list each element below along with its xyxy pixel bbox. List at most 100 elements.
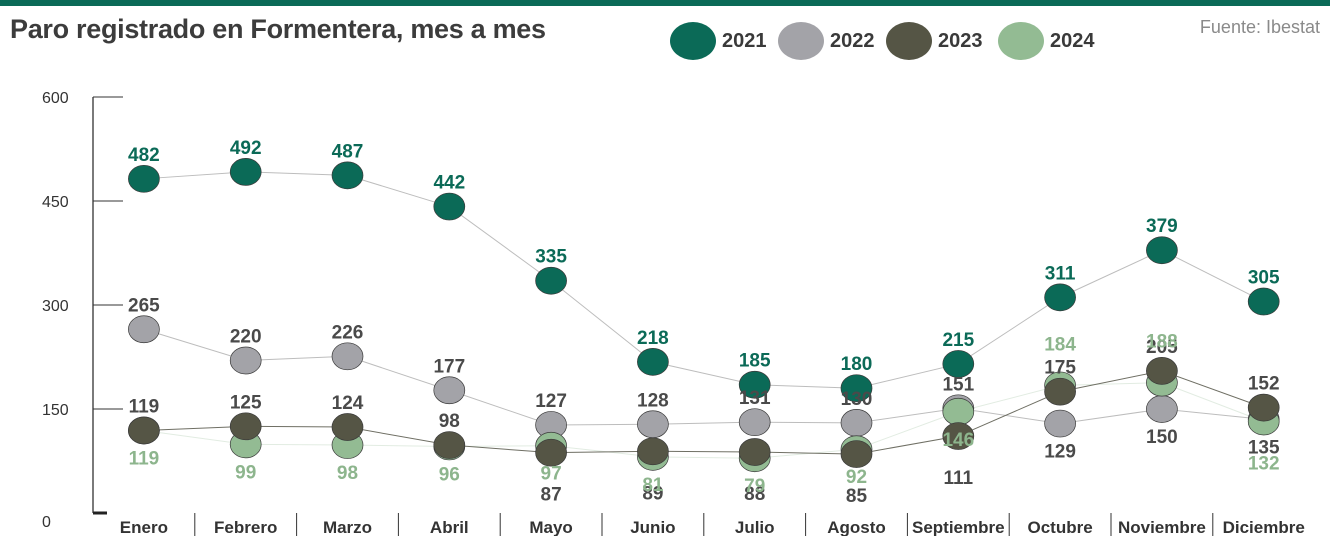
data-label-2022: 129 [1044, 442, 1076, 463]
data-point-2021 [1247, 287, 1280, 316]
data-label-2022: 135 [1248, 437, 1280, 458]
data-label-2024: 119 [129, 448, 160, 469]
data-label-2021: 487 [332, 141, 364, 162]
data-label-2023: 125 [230, 392, 262, 413]
data-point-2021 [738, 370, 771, 399]
data-label-2024: 92 [846, 467, 867, 488]
series-line-2021 [143, 171, 1264, 389]
y-tick-label: 600 [42, 90, 69, 107]
data-label-2021: 311 [1045, 263, 1076, 284]
data-label-2023: 205 [1146, 337, 1178, 358]
data-label-2024: 96 [439, 464, 460, 485]
x-tick-label: Septiembre [912, 518, 1005, 536]
data-label-2023: 87 [541, 485, 562, 506]
data-point-2023 [840, 440, 873, 468]
data-point-2023 [942, 422, 975, 450]
data-label-2022: 151 [942, 374, 974, 395]
data-label-2023: 152 [1248, 374, 1280, 395]
data-label-2024: 98 [337, 463, 358, 484]
data-point-2021 [840, 374, 873, 403]
data-point-2023 [1146, 357, 1178, 385]
data-point-2024 [942, 397, 975, 426]
x-tick-label: Junio [630, 518, 675, 536]
data-point-2023 [738, 438, 771, 466]
data-label-2021: 482 [128, 145, 160, 166]
data-label-2021: 215 [942, 330, 974, 351]
top-accent-bar [0, 0, 1330, 6]
data-label-2021: 185 [739, 351, 771, 372]
data-point-2022 [433, 376, 466, 405]
data-label-2024: 97 [541, 464, 562, 485]
chart-title: Paro registrado en Formentera, mes a mes [10, 14, 546, 44]
x-tick-label: Diciembre [1223, 518, 1305, 536]
data-point-2021 [331, 161, 364, 190]
data-point-2022 [1044, 409, 1076, 438]
data-label-2024: 79 [744, 476, 765, 497]
x-tick-label: Marzo [323, 518, 372, 536]
legend-swatch-2022 [778, 22, 824, 60]
data-label-2022: 265 [128, 295, 160, 316]
data-label-2021: 335 [535, 247, 567, 268]
data-point-2021 [535, 266, 567, 295]
data-point-2023 [433, 431, 466, 459]
data-point-2023 [128, 416, 160, 445]
data-point-2023 [535, 438, 567, 467]
data-label-2024: 132 [1248, 453, 1280, 474]
data-label-2024: 81 [642, 475, 664, 496]
data-label-2021: 442 [433, 173, 465, 194]
legend-swatch-2023 [886, 22, 932, 60]
x-tick-label: Agosto [827, 518, 886, 536]
data-label-2022: 130 [841, 389, 873, 410]
data-label-2023: 98 [439, 411, 460, 432]
y-tick-label: 450 [42, 194, 69, 211]
data-point-2021 [1146, 236, 1178, 265]
legend-swatch-2021 [670, 22, 716, 60]
data-label-2024: 99 [235, 462, 256, 483]
data-point-2022 [738, 408, 771, 437]
series-line-2023 [143, 370, 1264, 455]
data-label-2024: 146 [942, 430, 974, 451]
data-point-2023 [331, 413, 364, 441]
x-tick-label: Mayo [529, 518, 572, 536]
data-label-2023: 88 [744, 484, 765, 505]
data-label-2023: 89 [642, 483, 663, 504]
data-point-2021 [1044, 283, 1076, 312]
x-tick-label: Octubre [1028, 518, 1093, 536]
data-point-2023 [637, 437, 669, 466]
data-label-2021: 218 [637, 328, 669, 349]
data-label-2022: 177 [433, 356, 465, 377]
data-point-2023 [1247, 393, 1280, 422]
data-label-2022: 226 [332, 322, 364, 343]
data-label-2022: 131 [739, 388, 771, 409]
data-label-2023: 85 [846, 486, 868, 507]
data-label-2021: 379 [1146, 216, 1178, 237]
legend-swatch-2024 [998, 22, 1044, 60]
data-point-2022 [229, 346, 262, 375]
x-tick-label: Enero [120, 518, 168, 536]
data-label-2022: 150 [1146, 427, 1178, 448]
data-point-2022 [331, 342, 364, 371]
legend-label-2023: 2023 [938, 30, 983, 52]
data-label-2023: 175 [1044, 358, 1076, 379]
data-point-2023 [229, 412, 262, 441]
series-line-2024 [143, 382, 1264, 459]
data-point-2022 [128, 315, 160, 344]
x-tick-label: Febrero [214, 518, 277, 536]
data-point-2022 [840, 409, 873, 437]
data-label-2024: 184 [1044, 334, 1076, 355]
y-tick-label: 0 [42, 514, 51, 531]
data-label-2021: 305 [1248, 268, 1280, 289]
legend-label-2021: 2021 [722, 30, 767, 52]
data-point-2022 [637, 410, 669, 439]
data-label-2022: 128 [637, 390, 669, 411]
series-line-2022 [143, 328, 1264, 426]
data-label-2023: 124 [332, 393, 364, 414]
data-point-2021 [229, 158, 262, 186]
y-tick-label: 300 [42, 298, 69, 315]
data-point-2021 [942, 350, 975, 378]
x-tick-label: Noviembre [1118, 518, 1206, 536]
x-tick-label: Abril [430, 518, 469, 536]
data-point-2022 [1146, 395, 1178, 423]
data-point-2021 [128, 164, 160, 193]
